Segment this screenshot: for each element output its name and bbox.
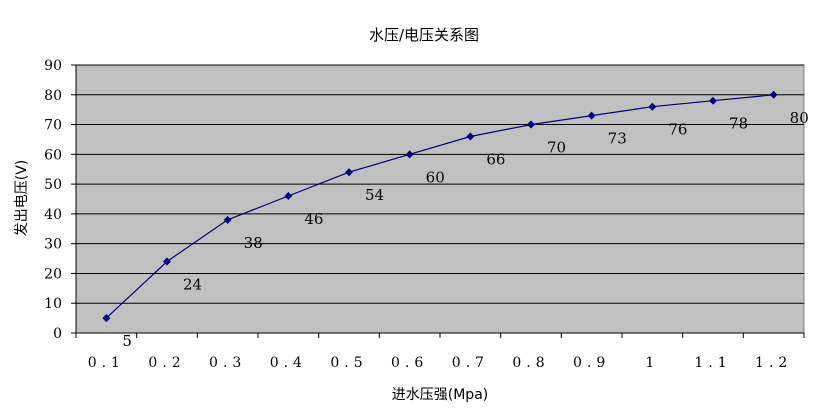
- y-tick-label: 40: [44, 207, 62, 223]
- data-label: 78: [729, 115, 748, 133]
- x-tick-label: 1.2: [755, 355, 792, 371]
- data-label: 66: [486, 150, 505, 168]
- data-label: 46: [304, 210, 323, 228]
- x-axis-ticks: 0.1 0.2 0.3 0.4 0.5 0.6 0.7 0.8 0.9 1 1.1 1.2: [75, 332, 805, 371]
- data-point-marker: [102, 314, 111, 323]
- data-label: 80: [790, 109, 809, 127]
- y-axis-ticks: 0 10 20 30 40 50 60 70 80 90: [44, 58, 77, 342]
- data-point-marker: [284, 192, 293, 201]
- data-point-marker: [223, 215, 232, 224]
- x-tick-label: 0.9: [573, 355, 610, 371]
- x-tick-label: 0.3: [209, 355, 246, 371]
- y-tick-label: 50: [44, 177, 62, 193]
- plot-area: [75, 64, 805, 334]
- x-tick-label: 1.1: [694, 355, 731, 371]
- data-point-marker: [648, 102, 657, 111]
- x-tick-label: 0.1: [88, 355, 125, 371]
- data-point-marker: [587, 111, 596, 120]
- x-tick-label: 0.8: [512, 355, 549, 371]
- data-labels: 5 24 38 46 54 60 66 70 73 76 78 80: [122, 109, 808, 350]
- y-tick-label: 60: [44, 147, 62, 163]
- data-label: 5: [122, 332, 132, 350]
- data-point-marker: [769, 90, 778, 99]
- data-point-marker: [466, 132, 475, 141]
- y-axis-title: 发出电压(V): [14, 160, 30, 237]
- data-label: 60: [426, 168, 445, 186]
- data-label: 76: [668, 121, 687, 139]
- x-tick-label: 0.7: [452, 355, 489, 371]
- data-point-marker: [163, 257, 171, 266]
- data-point-marker: [345, 168, 353, 177]
- chart-title: 水压/电压关系图: [369, 26, 479, 44]
- data-label: 38: [244, 234, 263, 252]
- data-point-marker: [527, 120, 535, 129]
- data-point-marker: [709, 96, 717, 105]
- y-tick-label: 20: [44, 266, 62, 282]
- y-tick-label: 90: [44, 58, 62, 74]
- x-tick-label: 0.6: [391, 355, 428, 371]
- data-label: 24: [183, 276, 202, 294]
- data-point-marker: [405, 150, 414, 159]
- y-tick-label: 80: [44, 88, 62, 104]
- data-label: 73: [608, 130, 627, 148]
- y-tick-label: 0: [53, 326, 62, 342]
- series-line: [105, 94, 774, 319]
- y-tick-label: 10: [44, 296, 62, 312]
- x-tick-label: 0.2: [148, 355, 185, 371]
- y-tick-label: 70: [44, 118, 62, 134]
- series-markers: [102, 90, 778, 323]
- x-tick-label: 1: [645, 355, 659, 371]
- data-label: 54: [365, 186, 384, 204]
- y-tick-label: 30: [44, 237, 62, 253]
- grid-lines: [76, 64, 804, 304]
- x-axis-title: 进水压强(Mpa): [392, 387, 488, 403]
- x-tick-label: 0.5: [330, 355, 367, 371]
- data-label: 70: [547, 139, 566, 157]
- x-tick-label: 0.4: [270, 355, 307, 371]
